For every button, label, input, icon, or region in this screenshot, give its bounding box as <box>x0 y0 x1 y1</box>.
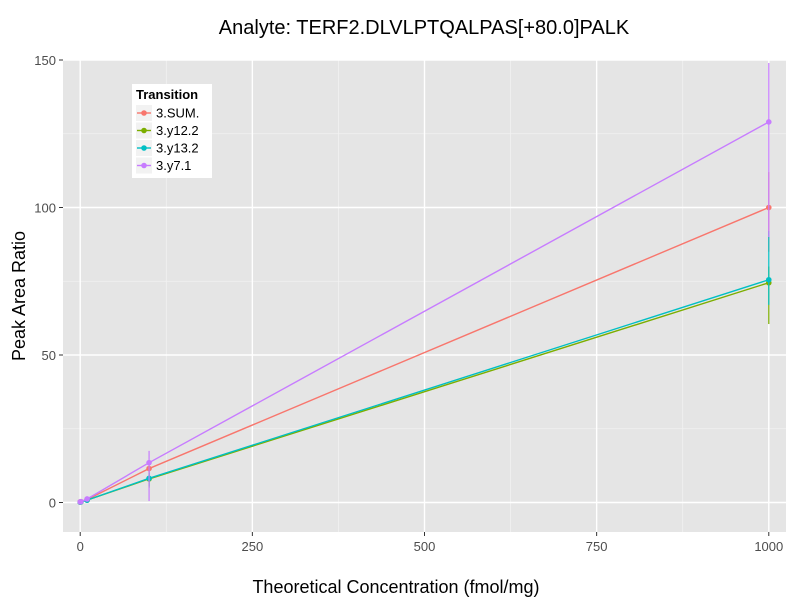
data-point <box>765 119 772 125</box>
series-3-y7-1 <box>77 62 772 505</box>
data-point <box>765 276 772 283</box>
legend-key-point <box>141 110 147 116</box>
legend-title: Transition <box>136 87 198 102</box>
data-point <box>146 459 152 466</box>
y-tick-label: 50 <box>42 348 56 363</box>
legend-label: 3.SUM. <box>156 106 199 121</box>
legend-key-point <box>141 162 147 169</box>
legend-label: 3.y7.1 <box>156 158 191 173</box>
x-tick-label: 500 <box>414 539 436 554</box>
x-tick-label: 1000 <box>754 539 783 554</box>
y-tick-label: 100 <box>34 201 56 216</box>
y-tick-label: 150 <box>34 53 56 68</box>
y-tick-label: 0 <box>49 496 56 511</box>
x-tick-label: 250 <box>242 539 264 554</box>
data-point <box>84 496 90 502</box>
legend-items: 3.SUM. 3.y12.2 3.y13.2 3.y7.1 <box>136 105 199 174</box>
major-gridlines <box>63 59 786 532</box>
legend-key-point <box>141 145 147 151</box>
legend-key-point <box>141 127 147 134</box>
x-axis-title: Theoretical Concentration (fmol/mg) <box>252 577 539 597</box>
axis-ticks: 0 250 500 750 1000 0 50 100 150 <box>34 53 783 554</box>
chart-title: Analyte: TERF2.DLVLPTQALPAS[+80.0]PALK <box>219 17 630 39</box>
series-layer <box>77 62 772 506</box>
legend-label: 3.y12.2 <box>156 123 199 138</box>
x-tick-label: 0 <box>77 539 84 554</box>
legend: Transition 3.SUM. 3.y12.2 3.y13.2 3.y7.1 <box>132 84 212 178</box>
data-point <box>78 498 84 505</box>
x-tick-label: 750 <box>586 539 608 554</box>
y-axis-title: Peak Area Ratio <box>9 231 29 361</box>
legend-label: 3.y13.2 <box>156 141 199 156</box>
